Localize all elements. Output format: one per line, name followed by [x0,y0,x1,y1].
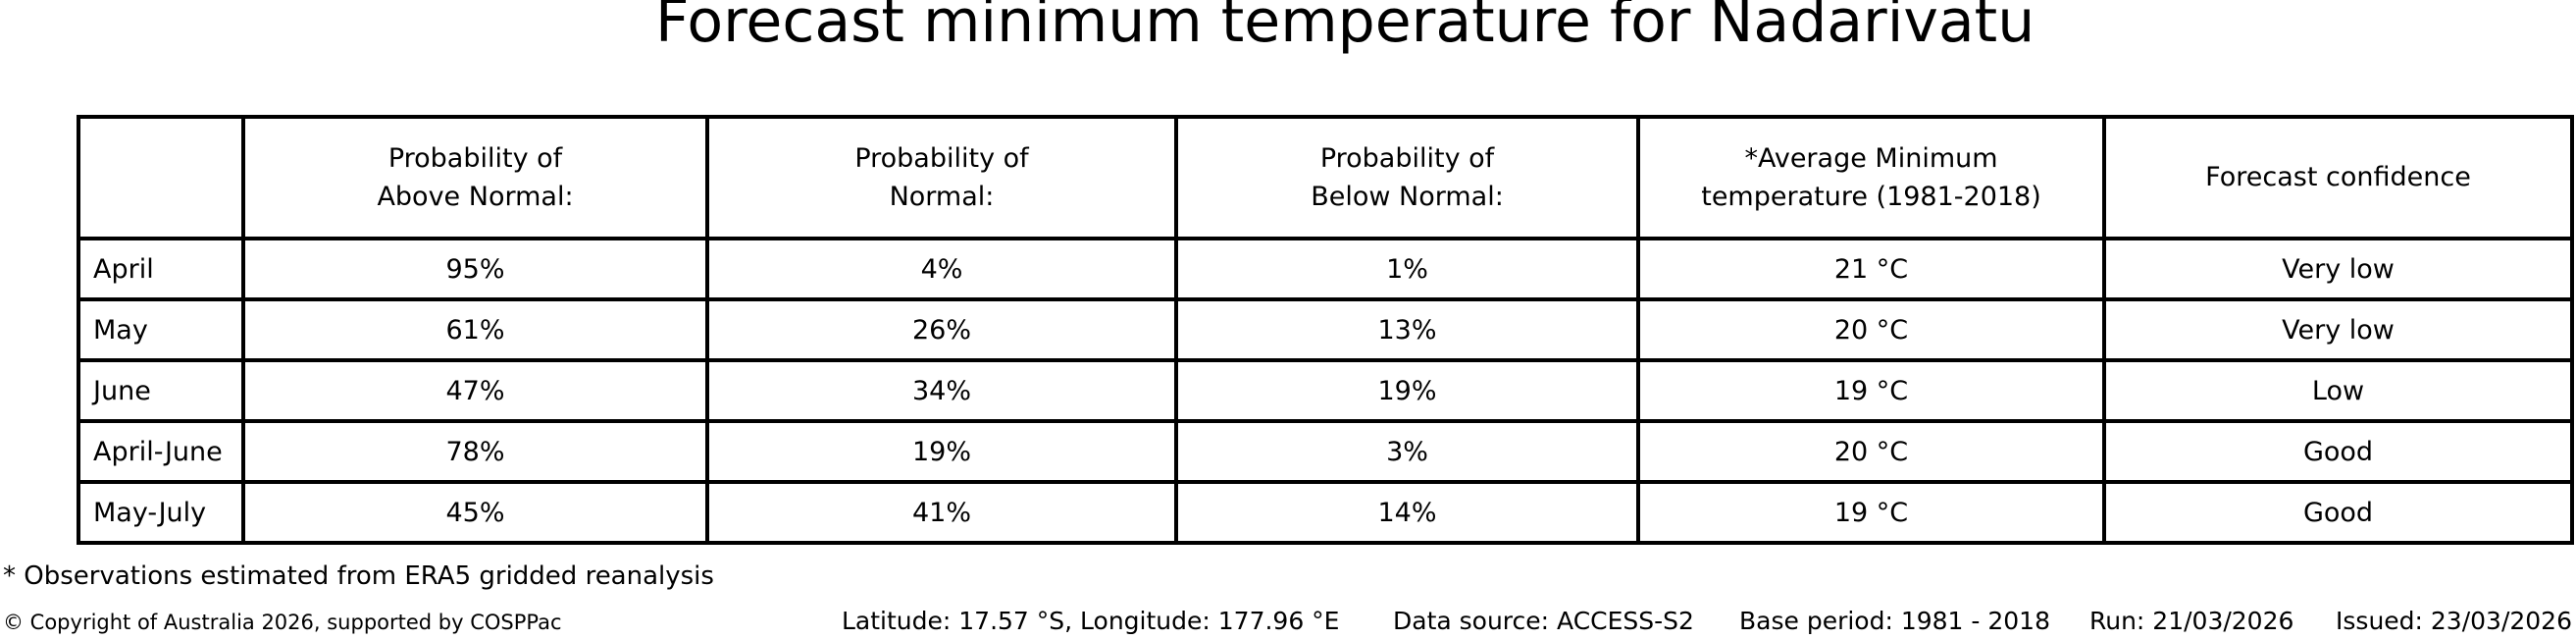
normal-value: 19% [705,419,1178,484]
row-label: May-July [77,480,245,545]
column-header-average-min-temp: *Average Minimum temperature (1981-2018) [1636,115,2106,240]
copyright-text: © Copyright of Australia 2026, supported… [3,611,562,634]
column-header-forecast-confidence: Forecast confidence [2102,115,2574,240]
forecast-table: Probability of Above Normal: Probability… [77,115,2574,545]
below-normal-value: 19% [1174,358,1640,423]
normal-value: 4% [705,237,1178,301]
table-row: April-June 78% 19% 3% 20 °C Good [77,419,2574,484]
average-min-temp-value: 21 °C [1636,237,2106,301]
column-header-below-normal: Probability of Below Normal: [1174,115,1640,240]
base-period-text: Base period: 1981 - 2018 [1739,607,2050,635]
table-row: May 61% 26% 13% 20 °C Very low [77,297,2574,362]
run-date-text: Run: 21/03/2026 [2089,607,2294,635]
below-normal-value: 3% [1174,419,1640,484]
above-normal-value: 95% [241,237,709,301]
normal-value: 41% [705,480,1178,545]
forecast-confidence-value: Good [2102,419,2574,484]
table-header-row: Probability of Above Normal: Probability… [77,115,2574,240]
page-title: Forecast minimum temperature for Nadariv… [655,0,2035,56]
below-normal-value: 1% [1174,237,1640,301]
above-normal-value: 78% [241,419,709,484]
normal-value: 26% [705,297,1178,362]
forecast-confidence-value: Good [2102,480,2574,545]
row-label: April-June [77,419,245,484]
above-normal-value: 47% [241,358,709,423]
forecast-confidence-value: Low [2102,358,2574,423]
corner-cell [77,115,245,240]
normal-value: 34% [705,358,1178,423]
average-min-temp-value: 20 °C [1636,297,2106,362]
data-source-text: Data source: ACCESS-S2 [1393,607,1694,635]
below-normal-value: 14% [1174,480,1640,545]
table-row: June 47% 34% 19% 19 °C Low [77,358,2574,423]
average-min-temp-value: 19 °C [1636,358,2106,423]
forecast-confidence-value: Very low [2102,297,2574,362]
above-normal-value: 45% [241,480,709,545]
column-header-normal: Probability of Normal: [705,115,1178,240]
above-normal-value: 61% [241,297,709,362]
lat-long-text: Latitude: 17.57 °S, Longitude: 177.96 °E [842,607,1340,635]
row-label: May [77,297,245,362]
row-label: April [77,237,245,301]
forecast-confidence-value: Very low [2102,237,2574,301]
column-header-above-normal: Probability of Above Normal: [241,115,709,240]
table-row: May-July 45% 41% 14% 19 °C Good [77,480,2574,545]
row-label: June [77,358,245,423]
issued-date-text: Issued: 23/03/2026 [2336,607,2572,635]
table-row: April 95% 4% 1% 21 °C Very low [77,237,2574,301]
average-min-temp-value: 20 °C [1636,419,2106,484]
observations-footnote: * Observations estimated from ERA5 gridd… [3,561,714,591]
below-normal-value: 13% [1174,297,1640,362]
average-min-temp-value: 19 °C [1636,480,2106,545]
